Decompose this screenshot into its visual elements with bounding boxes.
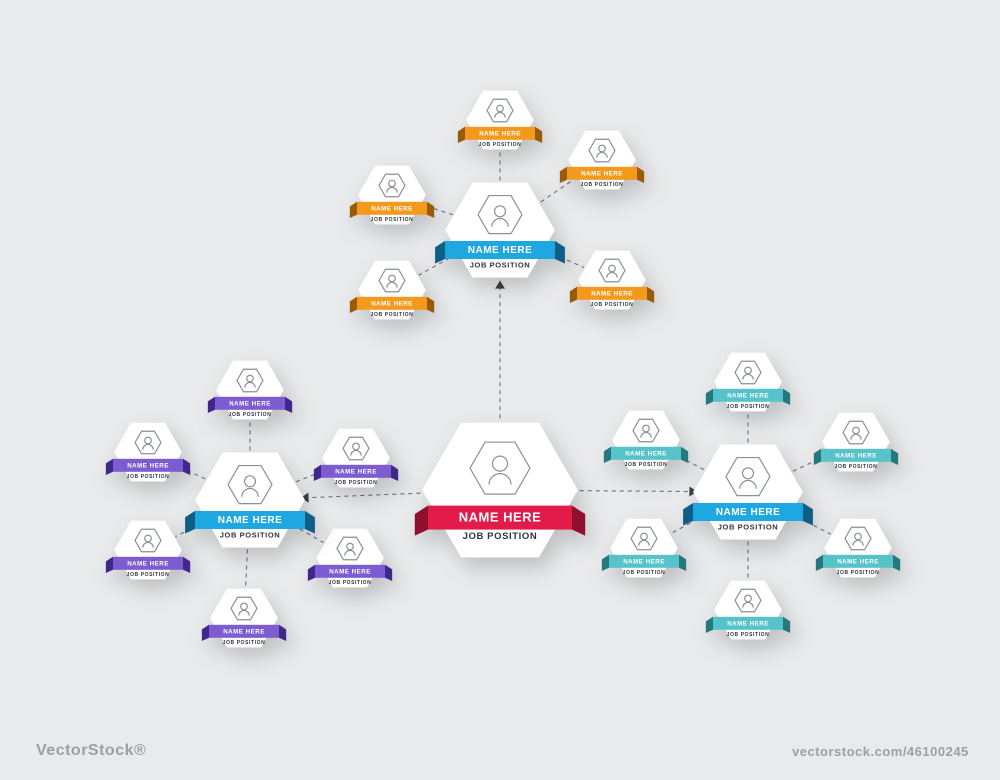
org-node: NAME HERE JOB POSITION: [208, 361, 292, 420]
svg-text:JOB POSITION: JOB POSITION: [727, 632, 770, 638]
svg-text:JOB POSITION: JOB POSITION: [223, 640, 266, 646]
svg-text:NAME HERE: NAME HERE: [371, 205, 413, 212]
svg-text:JOB POSITION: JOB POSITION: [229, 412, 272, 418]
org-node: NAME HERE JOB POSITION: [604, 411, 688, 470]
org-chart-svg: NAME HERE JOB POSITION NAME HERE JOB POSITI…: [0, 0, 1000, 780]
svg-text:JOB POSITION: JOB POSITION: [335, 480, 378, 486]
svg-text:NAME HERE: NAME HERE: [335, 468, 377, 475]
svg-text:JOB POSITION: JOB POSITION: [581, 182, 624, 188]
org-node: NAME HERE JOB POSITION: [570, 251, 654, 310]
svg-text:NAME HERE: NAME HERE: [727, 620, 769, 627]
org-node: NAME HERE JOB POSITION: [814, 413, 898, 472]
svg-text:NAME HERE: NAME HERE: [835, 452, 877, 459]
org-node: NAME HERE JOB POSITION: [350, 261, 434, 320]
watermark-brand: VectorStock®: [36, 742, 146, 760]
svg-text:JOB POSITION: JOB POSITION: [329, 580, 372, 586]
svg-text:JOB POSITION: JOB POSITION: [470, 261, 531, 270]
node-layer: NAME HERE JOB POSITION NAME HERE JOB POSITI…: [106, 91, 900, 648]
org-node: NAME HERE JOB POSITION: [560, 131, 644, 190]
svg-text:NAME HERE: NAME HERE: [127, 462, 169, 469]
org-node: NAME HERE JOB POSITION: [706, 581, 790, 640]
watermark-id: vectorstock.com/46100245: [792, 744, 969, 759]
svg-text:JOB POSITION: JOB POSITION: [718, 523, 779, 532]
svg-text:NAME HERE: NAME HERE: [581, 170, 623, 177]
svg-text:JOB POSITION: JOB POSITION: [623, 570, 666, 576]
org-node: NAME HERE JOB POSITION: [435, 182, 565, 277]
org-node: NAME HERE JOB POSITION: [106, 423, 190, 482]
svg-text:NAME HERE: NAME HERE: [468, 245, 533, 256]
org-node: NAME HERE JOB POSITION: [185, 452, 315, 547]
svg-text:NAME HERE: NAME HERE: [229, 400, 271, 407]
svg-text:JOB POSITION: JOB POSITION: [837, 570, 880, 576]
svg-text:NAME HERE: NAME HERE: [223, 628, 265, 635]
org-chart-stage: NAME HERE JOB POSITION NAME HERE JOB POSITI…: [0, 0, 1000, 780]
org-node: NAME HERE JOB POSITION: [350, 166, 434, 225]
svg-text:JOB POSITION: JOB POSITION: [371, 217, 414, 223]
svg-text:NAME HERE: NAME HERE: [591, 290, 633, 297]
svg-text:JOB POSITION: JOB POSITION: [479, 142, 522, 148]
org-node: NAME HERE JOB POSITION: [415, 422, 585, 557]
svg-text:JOB POSITION: JOB POSITION: [591, 302, 634, 308]
svg-text:NAME HERE: NAME HERE: [459, 510, 542, 525]
svg-text:NAME HERE: NAME HERE: [727, 392, 769, 399]
svg-text:NAME HERE: NAME HERE: [716, 507, 781, 518]
svg-text:NAME HERE: NAME HERE: [329, 568, 371, 575]
org-node: NAME HERE JOB POSITION: [816, 519, 900, 578]
org-node: NAME HERE JOB POSITION: [706, 353, 790, 412]
svg-text:NAME HERE: NAME HERE: [127, 560, 169, 567]
org-node: NAME HERE JOB POSITION: [602, 519, 686, 578]
org-node: NAME HERE JOB POSITION: [106, 521, 190, 580]
svg-text:JOB POSITION: JOB POSITION: [835, 464, 878, 470]
svg-text:NAME HERE: NAME HERE: [218, 515, 283, 526]
org-node: NAME HERE JOB POSITION: [314, 429, 398, 488]
svg-text:NAME HERE: NAME HERE: [479, 130, 521, 137]
svg-text:JOB POSITION: JOB POSITION: [220, 531, 281, 540]
svg-text:NAME HERE: NAME HERE: [371, 300, 413, 307]
svg-text:JOB POSITION: JOB POSITION: [127, 474, 170, 480]
org-node: NAME HERE JOB POSITION: [458, 91, 542, 150]
org-node: NAME HERE JOB POSITION: [202, 589, 286, 648]
svg-text:JOB POSITION: JOB POSITION: [371, 312, 414, 318]
svg-text:JOB POSITION: JOB POSITION: [127, 572, 170, 578]
org-node: NAME HERE JOB POSITION: [683, 444, 813, 539]
org-node: NAME HERE JOB POSITION: [308, 529, 392, 588]
svg-text:NAME HERE: NAME HERE: [623, 558, 665, 565]
svg-text:JOB POSITION: JOB POSITION: [727, 404, 770, 410]
svg-text:NAME HERE: NAME HERE: [837, 558, 879, 565]
svg-text:NAME HERE: NAME HERE: [625, 450, 667, 457]
svg-text:JOB POSITION: JOB POSITION: [625, 462, 668, 468]
svg-text:JOB POSITION: JOB POSITION: [463, 531, 538, 542]
